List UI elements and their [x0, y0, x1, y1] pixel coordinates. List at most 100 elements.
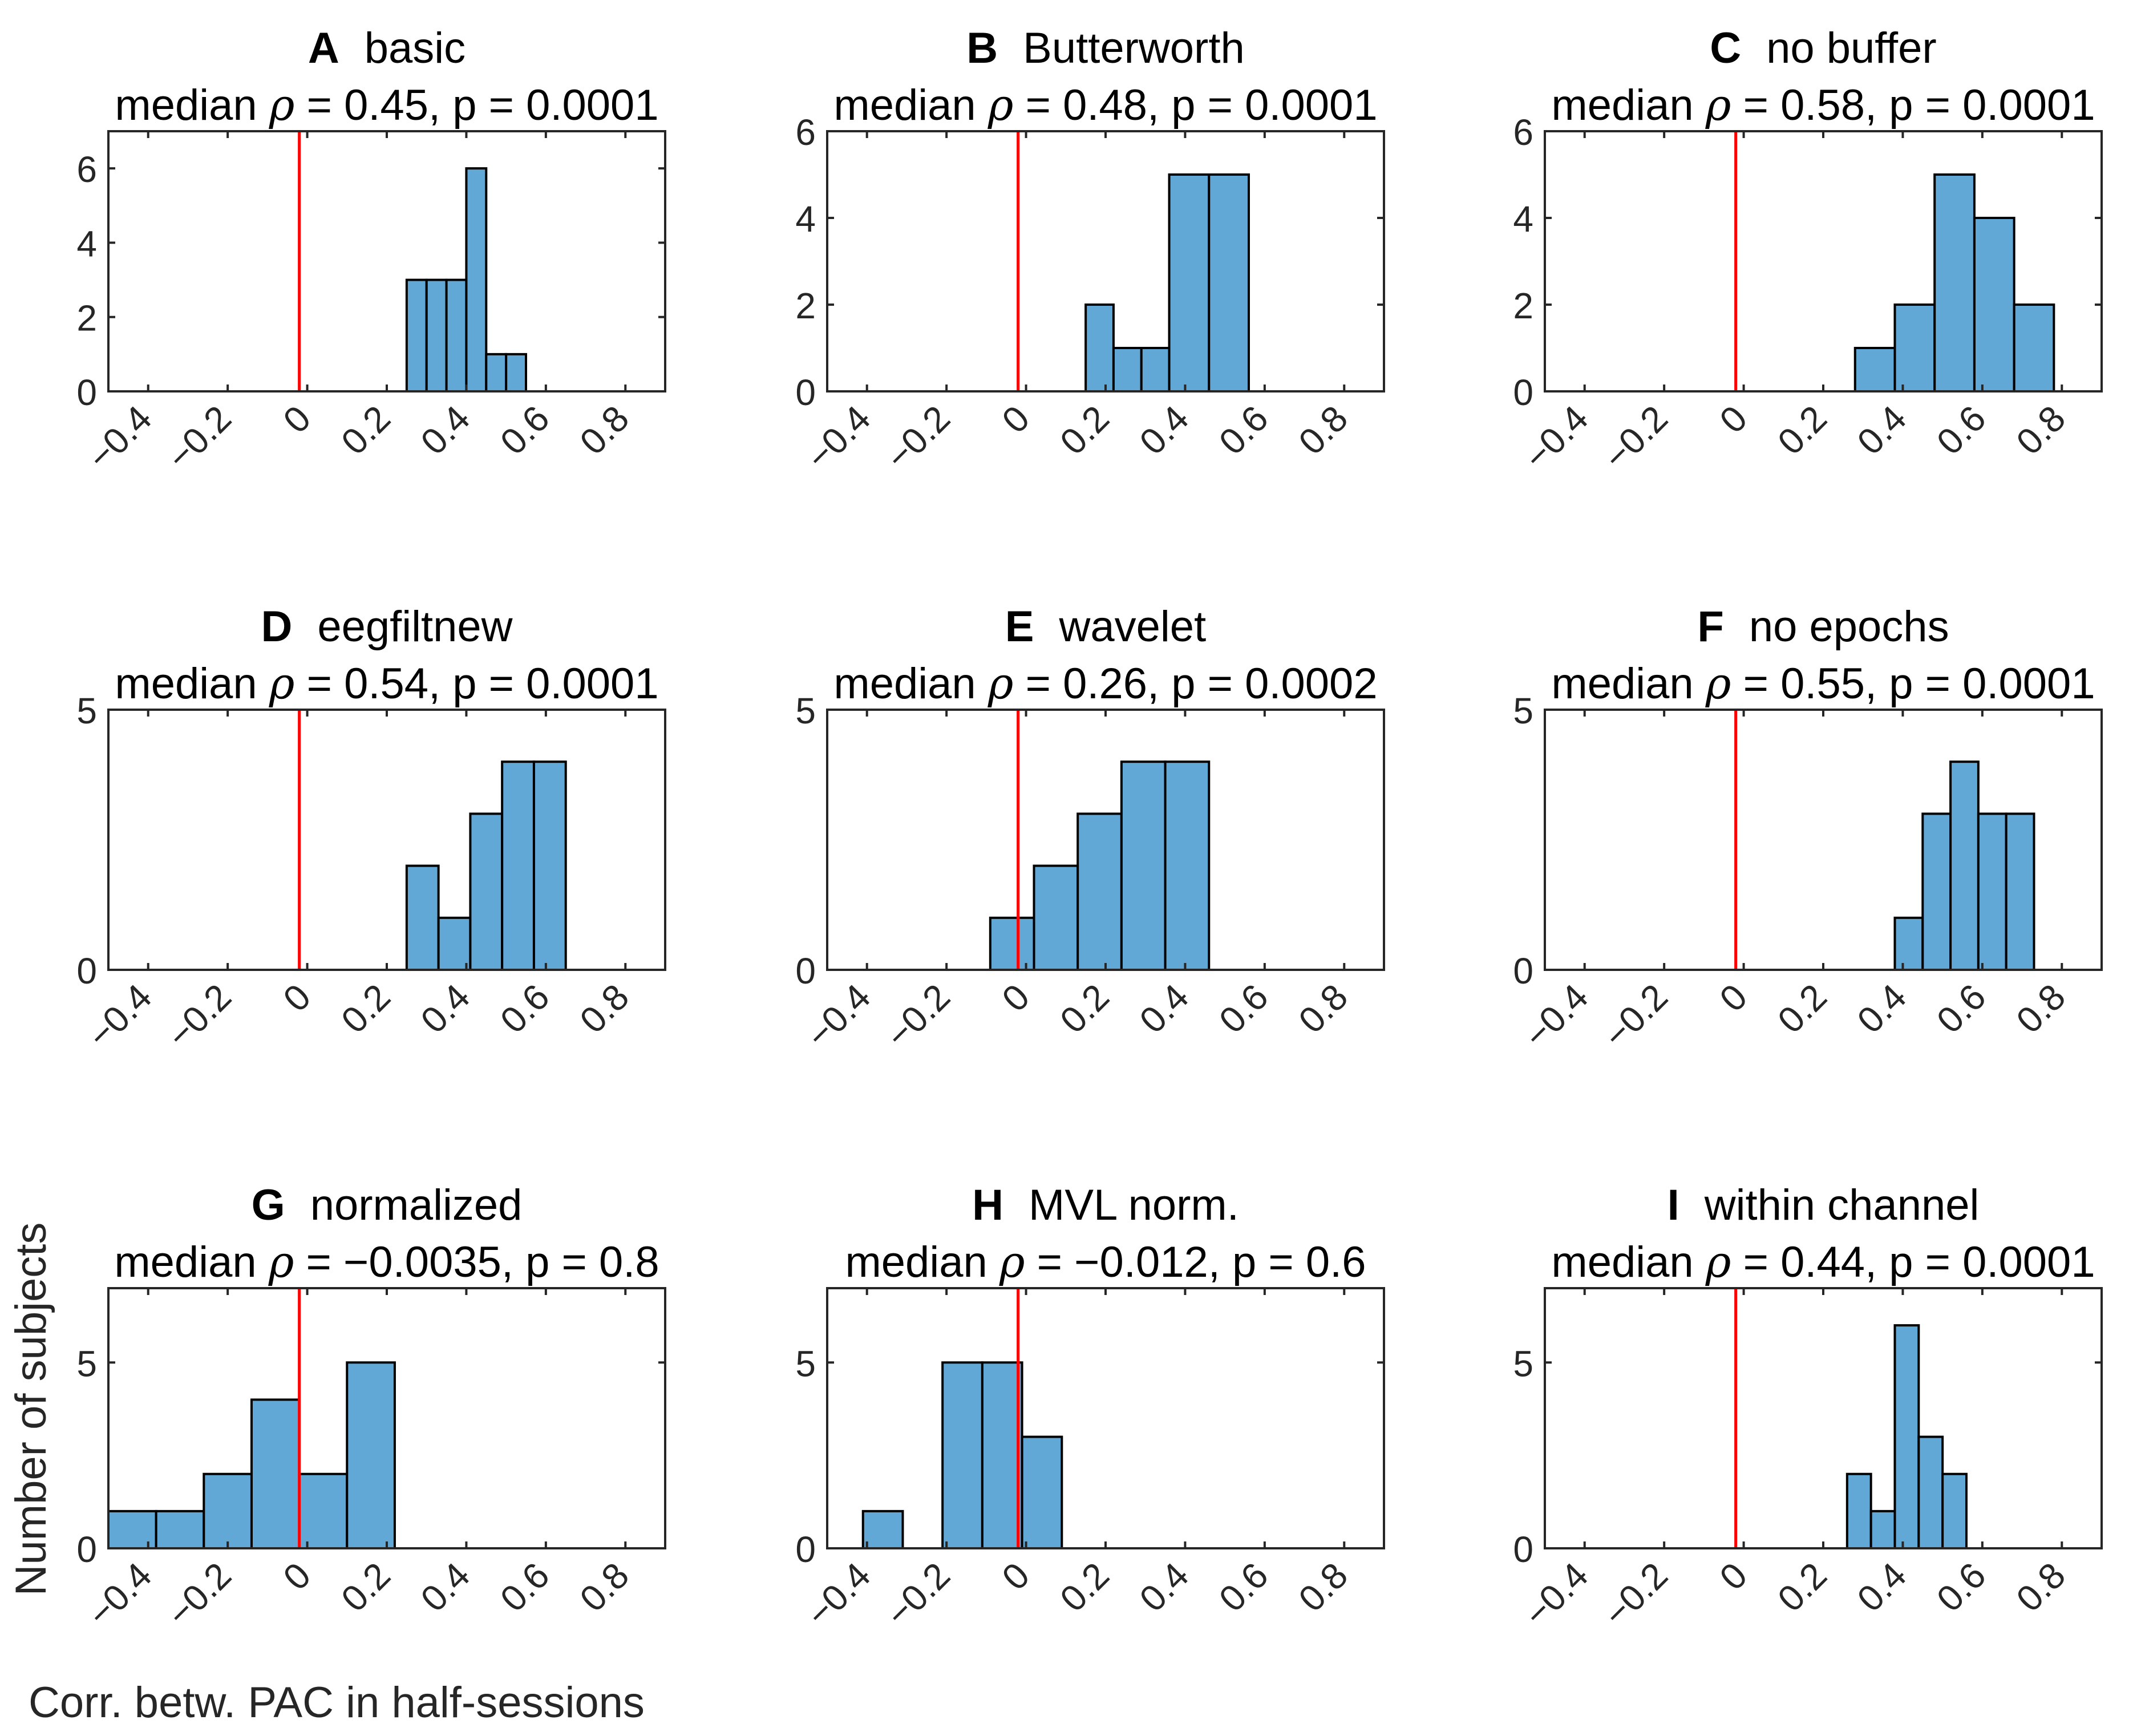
axes-box — [826, 1287, 1385, 1549]
y-tick-label: 0 — [795, 372, 816, 413]
stat-values: = 0.55, p = 0.0001 — [1731, 659, 2095, 708]
y-tick-label: 5 — [1513, 1343, 1533, 1384]
y-tick-label: 0 — [1513, 1529, 1533, 1570]
x-tick-label: 0.4 — [1132, 1555, 1197, 1620]
histogram-bar — [469, 812, 504, 972]
histogram-bar — [2013, 304, 2055, 392]
stat-prefix: median — [114, 1238, 268, 1286]
histogram-bar — [861, 1510, 904, 1550]
axes-box — [107, 130, 666, 392]
panel-stat: median ρ = 0.26, p = 0.0002 — [833, 658, 1377, 709]
y-tick-label: 5 — [1513, 690, 1533, 731]
x-tick-label: −0.2 — [878, 398, 958, 477]
histogram-bar — [465, 167, 488, 392]
y-tick-label: 0 — [1513, 950, 1533, 992]
histogram-bar — [425, 278, 448, 393]
x-tick-label: −0.2 — [1596, 398, 1675, 477]
panel-letter: C — [1710, 24, 1741, 72]
x-tick-label: 0.8 — [2008, 398, 2073, 463]
panel-letter: G — [252, 1181, 285, 1229]
panel-stat: median ρ = 0.45, p = 0.0001 — [115, 79, 658, 130]
y-tick-label: 2 — [795, 285, 816, 326]
panel-name: no epochs — [1749, 602, 1949, 651]
x-tick-label: 0.8 — [1290, 398, 1355, 463]
x-tick-label: −0.2 — [878, 976, 958, 1056]
panel-name: Butterworth — [1023, 24, 1245, 72]
histogram-bar — [1973, 217, 2015, 392]
panel-letter: E — [1005, 602, 1034, 651]
x-tick-label: 0 — [994, 398, 1037, 441]
histogram-bar — [1168, 173, 1211, 392]
stat-prefix: median — [845, 1238, 999, 1286]
panel-letter: D — [261, 602, 292, 651]
y-tick-label: 0 — [795, 950, 816, 992]
x-tick-label: 0 — [994, 1555, 1037, 1598]
histogram-bar — [437, 916, 472, 972]
y-tick-label: 2 — [1513, 285, 1533, 326]
panel-title: H MVL norm. — [972, 1181, 1239, 1229]
x-tick-label: 0.6 — [1929, 398, 1994, 463]
x-tick-label: 0.8 — [2008, 1555, 2073, 1620]
x-tick-label: 0.6 — [492, 976, 557, 1041]
histogram-bar — [1917, 1435, 1944, 1550]
y-tick-label: 2 — [76, 298, 97, 339]
stat-values: = −0.0035, p = 0.8 — [294, 1238, 659, 1286]
stat-prefix: median — [115, 659, 269, 708]
x-tick-label: 0.8 — [2008, 976, 2073, 1041]
x-tick-label: 0.4 — [1849, 1555, 1915, 1620]
x-axis-label: Corr. betw. PAC in half-sessions — [29, 1678, 645, 1727]
y-tick-label: 5 — [76, 690, 97, 731]
x-tick-label: 0.6 — [492, 398, 557, 463]
rho-symbol: ρ — [987, 658, 1014, 709]
x-tick-label: 0.2 — [1770, 398, 1835, 463]
x-tick-label: 0.2 — [1052, 976, 1117, 1041]
y-tick-label: 4 — [76, 223, 97, 264]
panel-stat: median ρ = 0.44, p = 0.0001 — [1551, 1236, 2095, 1287]
histogram-bar — [2005, 812, 2035, 972]
panel-h: H MVL norm.median ρ = −0.012, p = 0.6−0.4… — [795, 1181, 1385, 1634]
stat-values: = 0.44, p = 0.0001 — [1731, 1238, 2095, 1286]
x-tick-label: 0.4 — [413, 976, 478, 1041]
histogram-bar — [1164, 760, 1211, 971]
rho-symbol: ρ — [1705, 79, 1731, 130]
panel-name: MVL norm. — [1029, 1181, 1239, 1229]
x-tick-label: 0.8 — [572, 1555, 637, 1620]
x-tick-label: 0.2 — [1052, 398, 1117, 463]
x-tick-label: 0.6 — [1211, 1555, 1276, 1620]
panel-stat: median ρ = −0.012, p = 0.6 — [845, 1236, 1366, 1287]
panel-name: basic — [365, 24, 466, 72]
rho-symbol: ρ — [987, 79, 1014, 130]
rho-symbol: ρ — [269, 79, 295, 130]
histogram-bar — [941, 1361, 983, 1549]
panel-letter: H — [972, 1181, 1003, 1229]
histogram-bar — [405, 864, 440, 971]
rho-symbol: ρ — [1705, 658, 1731, 709]
y-tick-label: 5 — [76, 1343, 97, 1384]
stat-prefix: median — [115, 81, 269, 130]
x-tick-label: 0.4 — [413, 1555, 478, 1620]
axes-box — [107, 709, 666, 971]
y-tick-label: 0 — [76, 372, 97, 413]
x-tick-label: 0.2 — [333, 976, 398, 1041]
x-tick-label: 0.8 — [572, 398, 637, 463]
x-tick-label: 0.6 — [1211, 976, 1276, 1041]
stat-prefix: median — [1551, 1238, 1705, 1286]
y-tick-label: 6 — [795, 112, 816, 153]
panel-b: B Butterworth median ρ = 0.48, p = 0.0001 −… — [795, 24, 1385, 477]
x-tick-label: 0.4 — [1132, 398, 1197, 463]
histogram-bar — [346, 1361, 396, 1549]
y-axis-label: Number of subjects — [7, 1223, 55, 1596]
histogram-bar — [981, 1361, 1023, 1549]
panel-title: B Butterworth — [966, 24, 1245, 72]
histogram-bar — [1941, 1472, 1968, 1550]
x-tick-label: −0.2 — [159, 398, 239, 477]
stat-values: = 0.58, p = 0.0001 — [1731, 81, 2095, 130]
